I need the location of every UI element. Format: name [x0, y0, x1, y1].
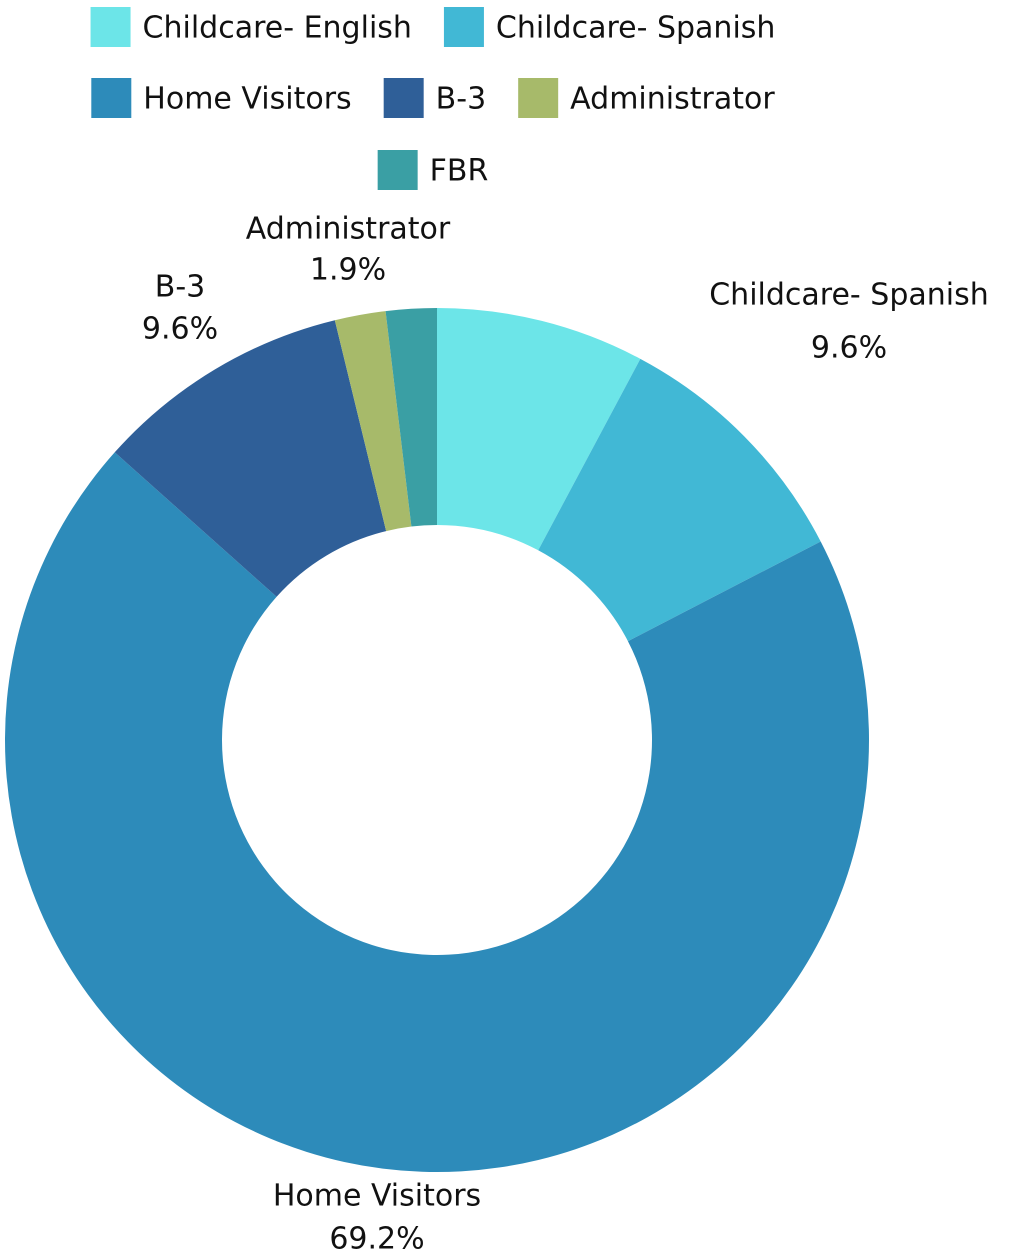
legend-label: Home Visitors	[143, 82, 351, 117]
legend-label: Childcare- Spanish	[496, 11, 776, 46]
donut-slice	[437, 308, 641, 551]
donut-slice	[334, 311, 412, 532]
slice-label-value: 9.6%	[811, 331, 887, 366]
legend-swatch	[377, 150, 418, 190]
slice-label-name: Administrator	[246, 212, 451, 247]
donut-slice	[114, 320, 387, 597]
slice-label-value: 1.9%	[310, 253, 386, 288]
donut-slice	[385, 308, 437, 527]
slice-label-name: Childcare- Spanish	[709, 278, 989, 313]
slice-label-value: 9.6%	[142, 312, 218, 347]
slice-label-name: Home Visitors	[273, 1179, 481, 1214]
legend-swatch	[383, 78, 424, 118]
legend-swatch	[90, 7, 131, 47]
slice-label-value: 69.2%	[329, 1222, 424, 1255]
donut-slice	[5, 452, 870, 1173]
legend-swatch	[518, 78, 559, 118]
legend-swatch	[91, 78, 132, 118]
legend-label: Administrator	[570, 82, 775, 117]
legend-label: FBR	[430, 154, 489, 189]
legend-label: Childcare- English	[143, 11, 412, 46]
legend-label: B-3	[436, 82, 487, 117]
slice-label-name: B-3	[155, 270, 206, 305]
donut-slice	[538, 358, 821, 642]
legend-swatch	[443, 7, 484, 47]
